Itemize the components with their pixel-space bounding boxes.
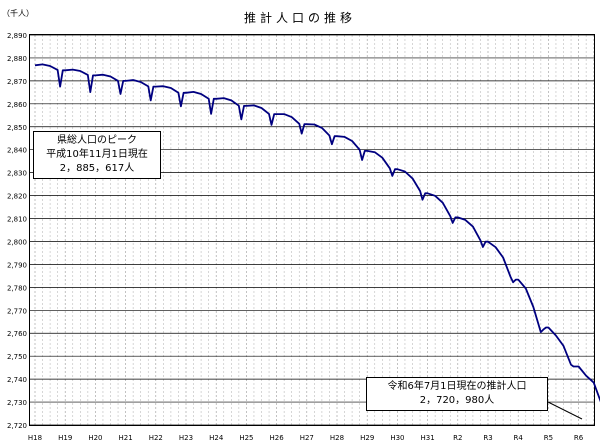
x-tick-label: H29	[360, 434, 374, 442]
y-tick-label: 2,790	[7, 261, 27, 269]
y-tick-label: 2,850	[7, 124, 27, 132]
chart-title: 推計人口の推移	[244, 10, 356, 25]
x-tick-label: H22	[149, 434, 163, 442]
y-tick-label: 2,770	[7, 307, 27, 315]
y-tick-label: 2,840	[7, 147, 27, 155]
x-tick-label: H24	[209, 434, 224, 442]
x-tick-label: H27	[300, 434, 314, 442]
x-tick-label: H20	[88, 434, 102, 442]
y-tick-label: 2,780	[7, 284, 27, 292]
x-tick-label: H31	[421, 434, 435, 442]
x-tick-label: H19	[58, 434, 72, 442]
horizontal-gridlines	[30, 34, 594, 426]
x-tick-label: H26	[270, 434, 285, 442]
x-tick-label: H21	[119, 434, 133, 442]
y-tick-label: 2,890	[7, 32, 27, 40]
x-tick-label: R2	[453, 434, 462, 442]
current-callout-line: 2，720，980人	[419, 395, 495, 406]
y-tick-label: 2,830	[7, 170, 27, 178]
x-tick-labels: H18 H19 H20 H21 H22 H23 H24 H25 H26 H27 H28 H29 H30 H…	[28, 434, 584, 442]
y-tick-label: 2,740	[7, 376, 27, 384]
y-tick-label: 2,880	[7, 55, 27, 63]
vertical-gridlines	[34, 35, 595, 425]
callout-leader-line	[545, 400, 583, 420]
x-tick-label: H25	[239, 434, 253, 442]
y-tick-labels: 2,720 2,730 2,740 2,750 2,760 2,770 2,780 2,790…	[7, 32, 27, 430]
x-tick-label: R6	[574, 434, 584, 442]
y-tick-label: 2,720	[7, 422, 27, 430]
y-tick-label: 2,760	[7, 330, 27, 338]
x-tick-label: H30	[390, 434, 404, 442]
current-callout-line: 令和6年7月1日現在の推計人口	[387, 381, 527, 392]
y-tick-label: 2,820	[7, 193, 27, 201]
x-tick-label: R4	[514, 434, 524, 442]
population-series-line	[34, 63, 600, 403]
peak-callout-line: 平成10年11月1日現在	[46, 149, 148, 160]
x-tick-label: R5	[544, 434, 553, 442]
y-tick-label: 2,730	[7, 399, 27, 407]
peak-callout-line: 県総人口のピーク	[57, 135, 137, 146]
peak-callout-line: 2，885，617人	[59, 163, 135, 174]
y-tick-label: 2,810	[7, 216, 27, 224]
y-tick-label: 2,870	[7, 78, 27, 86]
x-tick-label: H23	[179, 434, 193, 442]
y-tick-label: 2,800	[7, 238, 27, 246]
y-tick-label: 2,750	[7, 353, 27, 361]
x-tick-label: H18	[28, 434, 42, 442]
current-population-callout: 令和6年7月1日現在の推計人口 2，720，980人	[366, 377, 548, 411]
x-tick-label: H28	[330, 434, 344, 442]
y-axis-unit-label: （千人）	[2, 8, 34, 18]
x-tick-label: R3	[483, 434, 492, 442]
y-tick-label: 2,860	[7, 101, 27, 109]
plot-area	[29, 34, 595, 426]
peak-population-callout: 県総人口のピーク 平成10年11月1日現在 2，885，617人	[33, 131, 161, 179]
